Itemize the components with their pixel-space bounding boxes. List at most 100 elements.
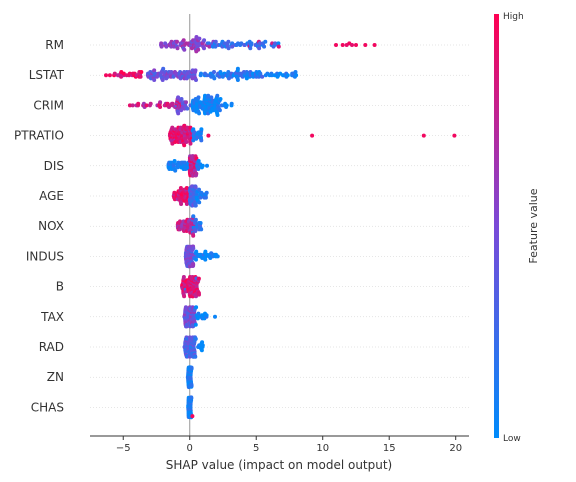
feature-label-age: AGE: [39, 189, 64, 203]
shap-point: [236, 78, 240, 82]
shap-point: [363, 43, 367, 47]
shap-point: [182, 275, 186, 279]
shap-point: [136, 102, 140, 106]
shap-point: [197, 111, 201, 115]
colorbar-high-label: High: [503, 12, 524, 22]
x-axis: −5 0 5 10 15 20: [90, 436, 469, 454]
shap-point: [216, 113, 220, 117]
shap-point: [131, 103, 135, 107]
shap-point: [199, 227, 203, 231]
feature-label-nox: NOX: [38, 219, 64, 233]
feature-label-ptratio: PTRATIO: [14, 129, 64, 143]
shap-point: [108, 73, 112, 77]
shap-point: [225, 103, 229, 107]
shap-point: [176, 111, 180, 115]
shap-point: [191, 214, 195, 218]
shap-point: [161, 67, 165, 71]
shap-point: [194, 185, 198, 189]
feature-points-rad: [183, 335, 205, 358]
colorbar-gradient: [494, 14, 499, 438]
shap-point: [201, 164, 205, 168]
shap-point: [175, 40, 179, 44]
shap-point: [214, 40, 218, 44]
shap-point: [179, 186, 183, 190]
shap-point: [277, 45, 281, 49]
shap-point: [178, 219, 182, 223]
shap-point: [196, 48, 200, 52]
shap-point: [206, 134, 210, 138]
shap-point: [350, 43, 354, 47]
x-tick-label: 15: [383, 443, 396, 454]
shap-point: [194, 323, 198, 327]
feature-points-tax: [182, 305, 217, 328]
shap-point: [341, 43, 345, 47]
shap-point: [422, 134, 426, 138]
shap-point: [104, 73, 108, 77]
shap-point: [199, 221, 203, 225]
shap-point: [194, 78, 198, 82]
shap-point: [139, 70, 143, 74]
shap-point: [194, 172, 198, 176]
shap-point: [193, 229, 197, 233]
feature-label-dis: DIS: [44, 159, 64, 173]
feature-label-indus: INDUS: [26, 249, 64, 263]
feature-label-rm: RM: [45, 38, 64, 52]
feature-points-indus: [184, 245, 220, 269]
feature-points-rm: [159, 35, 377, 53]
shap-point: [219, 97, 223, 101]
shap-point: [189, 396, 193, 400]
shap-point: [191, 262, 195, 266]
shap-point: [182, 294, 186, 298]
feature-label-zn: ZN: [47, 370, 64, 384]
shap-point: [452, 134, 456, 138]
shap-point: [184, 140, 188, 144]
feature-points-ptratio: [168, 124, 457, 147]
colorbar-title: Feature value: [527, 188, 540, 263]
shap-point: [158, 100, 162, 104]
shap-point: [199, 138, 203, 142]
points-layer: [104, 35, 456, 419]
feature-label-chas: CHAS: [31, 400, 64, 414]
shap-point: [212, 70, 216, 74]
shap-point: [202, 38, 206, 42]
shap-point: [194, 337, 198, 341]
shap-point: [204, 196, 208, 200]
shap-point: [185, 107, 189, 111]
feature-points-crim: [128, 94, 234, 117]
feature-label-b: B: [56, 280, 64, 294]
x-tick-label: 10: [316, 443, 329, 454]
shap-point: [160, 45, 164, 49]
shap-point: [182, 48, 186, 52]
shap-point: [226, 40, 230, 44]
shap-point: [215, 94, 219, 98]
x-tick-label: 0: [187, 443, 193, 454]
feature-label-crim: CRIM: [33, 98, 64, 112]
shap-point: [179, 202, 183, 206]
shap-point: [236, 67, 240, 71]
shap-point: [158, 105, 162, 109]
shap-point: [218, 108, 222, 112]
shap-point: [250, 41, 254, 45]
shap-point: [230, 102, 234, 106]
x-axis-title: SHAP value (impact on model output): [166, 458, 393, 472]
shap-point: [205, 313, 209, 317]
shap-point: [334, 43, 338, 47]
shap-point: [191, 234, 195, 238]
shap-point: [194, 305, 198, 309]
shap-point: [216, 254, 220, 258]
shap-point: [197, 293, 201, 297]
shap-point: [201, 343, 205, 347]
feature-points-age: [172, 184, 209, 207]
shap-point: [202, 46, 206, 50]
shap-point: [190, 414, 194, 418]
shap-point: [294, 73, 298, 77]
shap-point: [190, 384, 194, 388]
x-tick-label: 5: [253, 443, 259, 454]
shap-point: [173, 169, 177, 173]
shap-point: [152, 78, 156, 82]
shap-point: [176, 46, 180, 50]
shap-point: [197, 188, 201, 192]
shap-point: [199, 72, 203, 76]
shap-point: [212, 76, 216, 80]
